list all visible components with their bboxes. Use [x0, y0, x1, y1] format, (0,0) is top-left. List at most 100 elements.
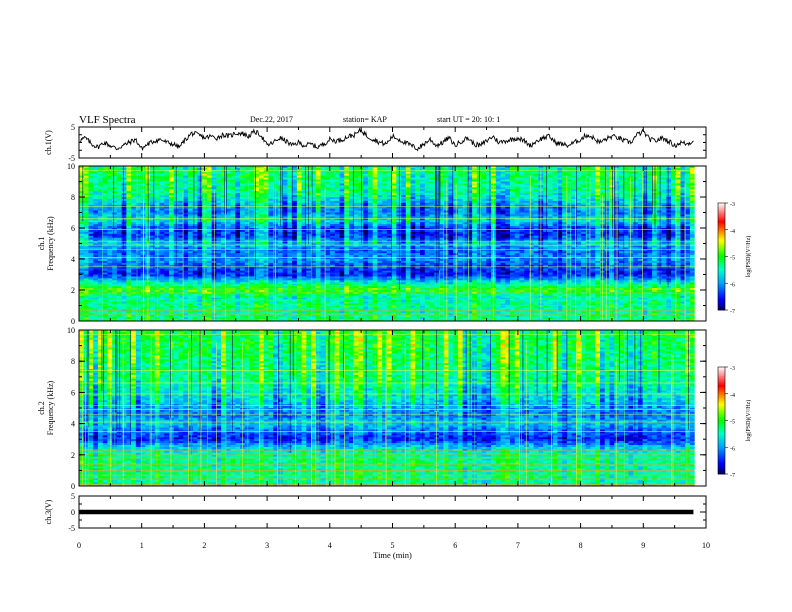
- ch1-spec-cell: [235, 189, 241, 192]
- ch1-spec-cell: [301, 189, 307, 192]
- ch1-spec-cell: [519, 167, 525, 171]
- ch1-spec-cell: [216, 173, 222, 177]
- ch1-spec-cell: [604, 167, 610, 171]
- ch1-spec-cell: [116, 177, 123, 180]
- ch1-spec-cell: [637, 183, 644, 186]
- ch1-spec-cell: [486, 177, 492, 180]
- ch1-spec-cell: [614, 171, 620, 175]
- ch1-spec-cell: [83, 173, 89, 177]
- ch1-spec-cell: [178, 185, 184, 188]
- ch1-spec-cell: [661, 187, 667, 190]
- ch1-spec-cell: [420, 177, 426, 180]
- ch1-spec-cell: [453, 167, 459, 171]
- ch1-spec-cell: [623, 171, 629, 175]
- ch1-spec-cell: [571, 167, 577, 171]
- ch1-spec-cell: [680, 181, 686, 184]
- ch1-spec-cell: [438, 185, 445, 188]
- ch1-spec-cell: [301, 181, 307, 184]
- ch1-spec-cell: [680, 175, 686, 179]
- ch1-spec-cell: [258, 173, 265, 177]
- ch1-spec-cell: [240, 166, 246, 169]
- ch1-spec-cell: [83, 185, 89, 188]
- ch1-spec-cell: [510, 175, 516, 179]
- ch1-spec-cell: [79, 183, 85, 186]
- ch1-spec-cell: [93, 183, 99, 186]
- ch1-spec-cell: [671, 189, 677, 192]
- ch1-spec-cell: [472, 189, 478, 192]
- ch1-spec-cell: [595, 166, 601, 169]
- ch1-spec-cell: [344, 167, 350, 171]
- ch1-spec-cell: [443, 185, 449, 188]
- ch1-spec-cell: [623, 175, 629, 179]
- ch1-spec-cell: [240, 177, 246, 180]
- ch1-spec-cell: [689, 167, 696, 171]
- ch1-spec-cell: [628, 169, 634, 173]
- ch1-spec-cell: [258, 175, 265, 179]
- ch1-spec-cell: [538, 166, 544, 169]
- ch1-spec-cell: [334, 169, 340, 173]
- ch1-spec-cell: [126, 181, 132, 184]
- ch1-spec-cell: [405, 177, 411, 180]
- ch1-spec-cell: [230, 179, 236, 182]
- ch1-spec-cell: [599, 171, 606, 175]
- ch1-spec-cell: [562, 185, 568, 188]
- ch1-spec-cell: [211, 181, 217, 184]
- ch1-spec-cell: [614, 179, 620, 182]
- ch1-spec-cell: [202, 175, 208, 179]
- ch1-spec-cell: [680, 171, 686, 175]
- ch1-spec-cell: [448, 173, 454, 177]
- ch1-spec-cell: [164, 191, 170, 194]
- ch1-spec-cell: [391, 179, 397, 182]
- ch1-spec-cell: [93, 181, 99, 184]
- ch1-spec-cell: [88, 173, 94, 177]
- ch1-spec-cell: [334, 181, 340, 184]
- ch1-spec-cell: [377, 185, 383, 188]
- ch1-spec-cell: [609, 171, 615, 175]
- ch1-spec-cell: [83, 183, 89, 186]
- ch1-spec-cell: [83, 187, 89, 190]
- ch1-spec-cell: [533, 166, 539, 169]
- ch1-spec-cell: [268, 173, 274, 177]
- ch1-spec-cell: [221, 169, 227, 173]
- ch1-spec-cell: [131, 187, 137, 190]
- ch1-spec-cell: [481, 189, 487, 192]
- ch1-spec-cell: [462, 187, 468, 190]
- ch1-spec-cell: [178, 187, 184, 190]
- ch1-spec-cell: [102, 185, 108, 188]
- ch1-spec-cell: [533, 183, 539, 186]
- ch1-spec-cell: [296, 181, 303, 184]
- ch1-spec-cell: [420, 171, 426, 175]
- ch1-spec-cell: [202, 179, 208, 182]
- ch1-spec-cell: [358, 169, 364, 173]
- ch1-spec-cell: [202, 185, 208, 188]
- ch1-spec-cell: [273, 177, 279, 180]
- ch1-spec-cell: [164, 173, 170, 177]
- ch1-spec-cell: [557, 189, 563, 192]
- ch1-spec-cell: [543, 167, 549, 171]
- ch1-spec-cell: [159, 181, 165, 184]
- ch1-spec-cell: [187, 191, 194, 194]
- ch1-spec-cell: [168, 181, 175, 184]
- ch1-spec-cell: [348, 167, 355, 171]
- ch1-spec-cell: [107, 187, 113, 190]
- ch1-spec-cell: [661, 185, 667, 188]
- ch1-spec-cell: [675, 183, 681, 186]
- ch1-spec-cell: [510, 181, 516, 184]
- ch1-spec-cell: [566, 167, 572, 171]
- ch1-spec-cell: [107, 189, 113, 192]
- ch1-spec-cell: [339, 185, 345, 188]
- ch1-spec-cell: [656, 173, 662, 177]
- ch1-spec-cell: [282, 166, 288, 169]
- ch1-spec-cell: [221, 179, 227, 182]
- ch1-spec-cell: [543, 183, 549, 186]
- ch1-spec-cell: [353, 173, 359, 177]
- ch1-spec-cell: [221, 189, 227, 192]
- ch1-spec-cell: [168, 175, 175, 179]
- ch1-spec-cell: [377, 166, 383, 169]
- ch1-spec-cell: [292, 179, 298, 182]
- ch1-spec-cell: [311, 185, 317, 188]
- ch1-spec-cell: [401, 181, 407, 184]
- ch1-spec-cell: [576, 179, 582, 182]
- ch1-spec-cell: [192, 166, 198, 169]
